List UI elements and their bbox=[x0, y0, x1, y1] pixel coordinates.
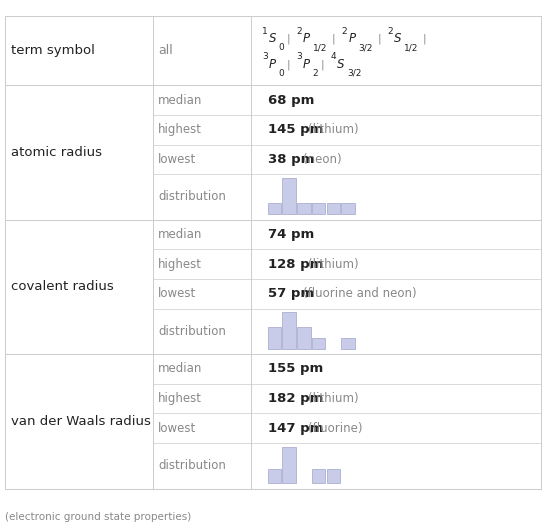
Bar bbox=[268, 327, 281, 349]
Bar bbox=[327, 468, 340, 483]
Text: (fluorine): (fluorine) bbox=[308, 422, 363, 435]
Text: S: S bbox=[337, 58, 345, 71]
Text: S: S bbox=[269, 32, 276, 45]
Text: highest: highest bbox=[158, 392, 203, 405]
Text: 3: 3 bbox=[262, 52, 268, 61]
Bar bbox=[268, 468, 281, 483]
Text: |: | bbox=[377, 33, 381, 44]
Text: (lithium): (lithium) bbox=[308, 258, 359, 271]
Bar bbox=[312, 203, 325, 214]
Text: 38 pm: 38 pm bbox=[268, 153, 314, 166]
Text: (fluorine and neon): (fluorine and neon) bbox=[303, 287, 417, 301]
Text: S: S bbox=[394, 32, 401, 45]
Text: 2: 2 bbox=[313, 68, 318, 78]
Text: 1: 1 bbox=[262, 27, 268, 36]
Text: term symbol: term symbol bbox=[11, 44, 95, 57]
Text: highest: highest bbox=[158, 258, 203, 271]
Text: P: P bbox=[303, 58, 310, 71]
Text: 0: 0 bbox=[278, 43, 284, 52]
Text: median: median bbox=[158, 93, 203, 107]
Text: 0: 0 bbox=[278, 68, 284, 78]
Bar bbox=[341, 338, 355, 349]
Text: P: P bbox=[348, 32, 355, 45]
Text: 147 pm: 147 pm bbox=[268, 422, 323, 435]
Text: lowest: lowest bbox=[158, 153, 197, 166]
Text: 155 pm: 155 pm bbox=[268, 363, 323, 375]
Text: 68 pm: 68 pm bbox=[268, 93, 314, 107]
Text: (electronic ground state properties): (electronic ground state properties) bbox=[5, 512, 192, 523]
Text: van der Waals radius: van der Waals radius bbox=[11, 415, 151, 428]
Text: 3: 3 bbox=[296, 52, 302, 61]
Text: 4: 4 bbox=[331, 52, 336, 61]
Bar bbox=[341, 203, 355, 214]
Text: 2: 2 bbox=[342, 27, 347, 36]
Text: 3/2: 3/2 bbox=[358, 43, 372, 52]
Text: |: | bbox=[332, 33, 336, 44]
Text: 74 pm: 74 pm bbox=[268, 228, 314, 241]
Text: 3/2: 3/2 bbox=[347, 68, 361, 78]
Text: 1/2: 1/2 bbox=[403, 43, 418, 52]
Bar bbox=[268, 203, 281, 214]
Text: distribution: distribution bbox=[158, 191, 226, 203]
Text: covalent radius: covalent radius bbox=[11, 280, 114, 294]
Text: (neon): (neon) bbox=[303, 153, 342, 166]
Text: 2: 2 bbox=[387, 27, 393, 36]
Bar bbox=[327, 203, 340, 214]
Text: median: median bbox=[158, 363, 203, 375]
Text: all: all bbox=[158, 44, 173, 57]
Text: |: | bbox=[423, 33, 426, 44]
Bar bbox=[282, 178, 296, 214]
Text: |: | bbox=[287, 33, 290, 44]
Text: 2: 2 bbox=[296, 27, 302, 36]
Text: lowest: lowest bbox=[158, 287, 197, 301]
Bar bbox=[312, 338, 325, 349]
Text: 128 pm: 128 pm bbox=[268, 258, 323, 271]
Text: |: | bbox=[321, 59, 325, 70]
Bar bbox=[312, 468, 325, 483]
Text: highest: highest bbox=[158, 123, 203, 136]
Bar bbox=[297, 327, 311, 349]
Text: median: median bbox=[158, 228, 203, 241]
Text: (lithium): (lithium) bbox=[308, 392, 359, 405]
Text: |: | bbox=[287, 59, 290, 70]
Text: lowest: lowest bbox=[158, 422, 197, 435]
Bar bbox=[297, 203, 311, 214]
Text: P: P bbox=[303, 32, 310, 45]
Text: 57 pm: 57 pm bbox=[268, 287, 313, 301]
Text: distribution: distribution bbox=[158, 325, 226, 338]
Bar bbox=[282, 447, 296, 483]
Text: (lithium): (lithium) bbox=[308, 123, 359, 136]
Text: 145 pm: 145 pm bbox=[268, 123, 323, 136]
Text: distribution: distribution bbox=[158, 459, 226, 472]
Text: P: P bbox=[269, 58, 276, 71]
Text: atomic radius: atomic radius bbox=[11, 146, 102, 159]
Bar bbox=[282, 312, 296, 349]
Text: 182 pm: 182 pm bbox=[268, 392, 323, 405]
Text: 1/2: 1/2 bbox=[313, 43, 327, 52]
